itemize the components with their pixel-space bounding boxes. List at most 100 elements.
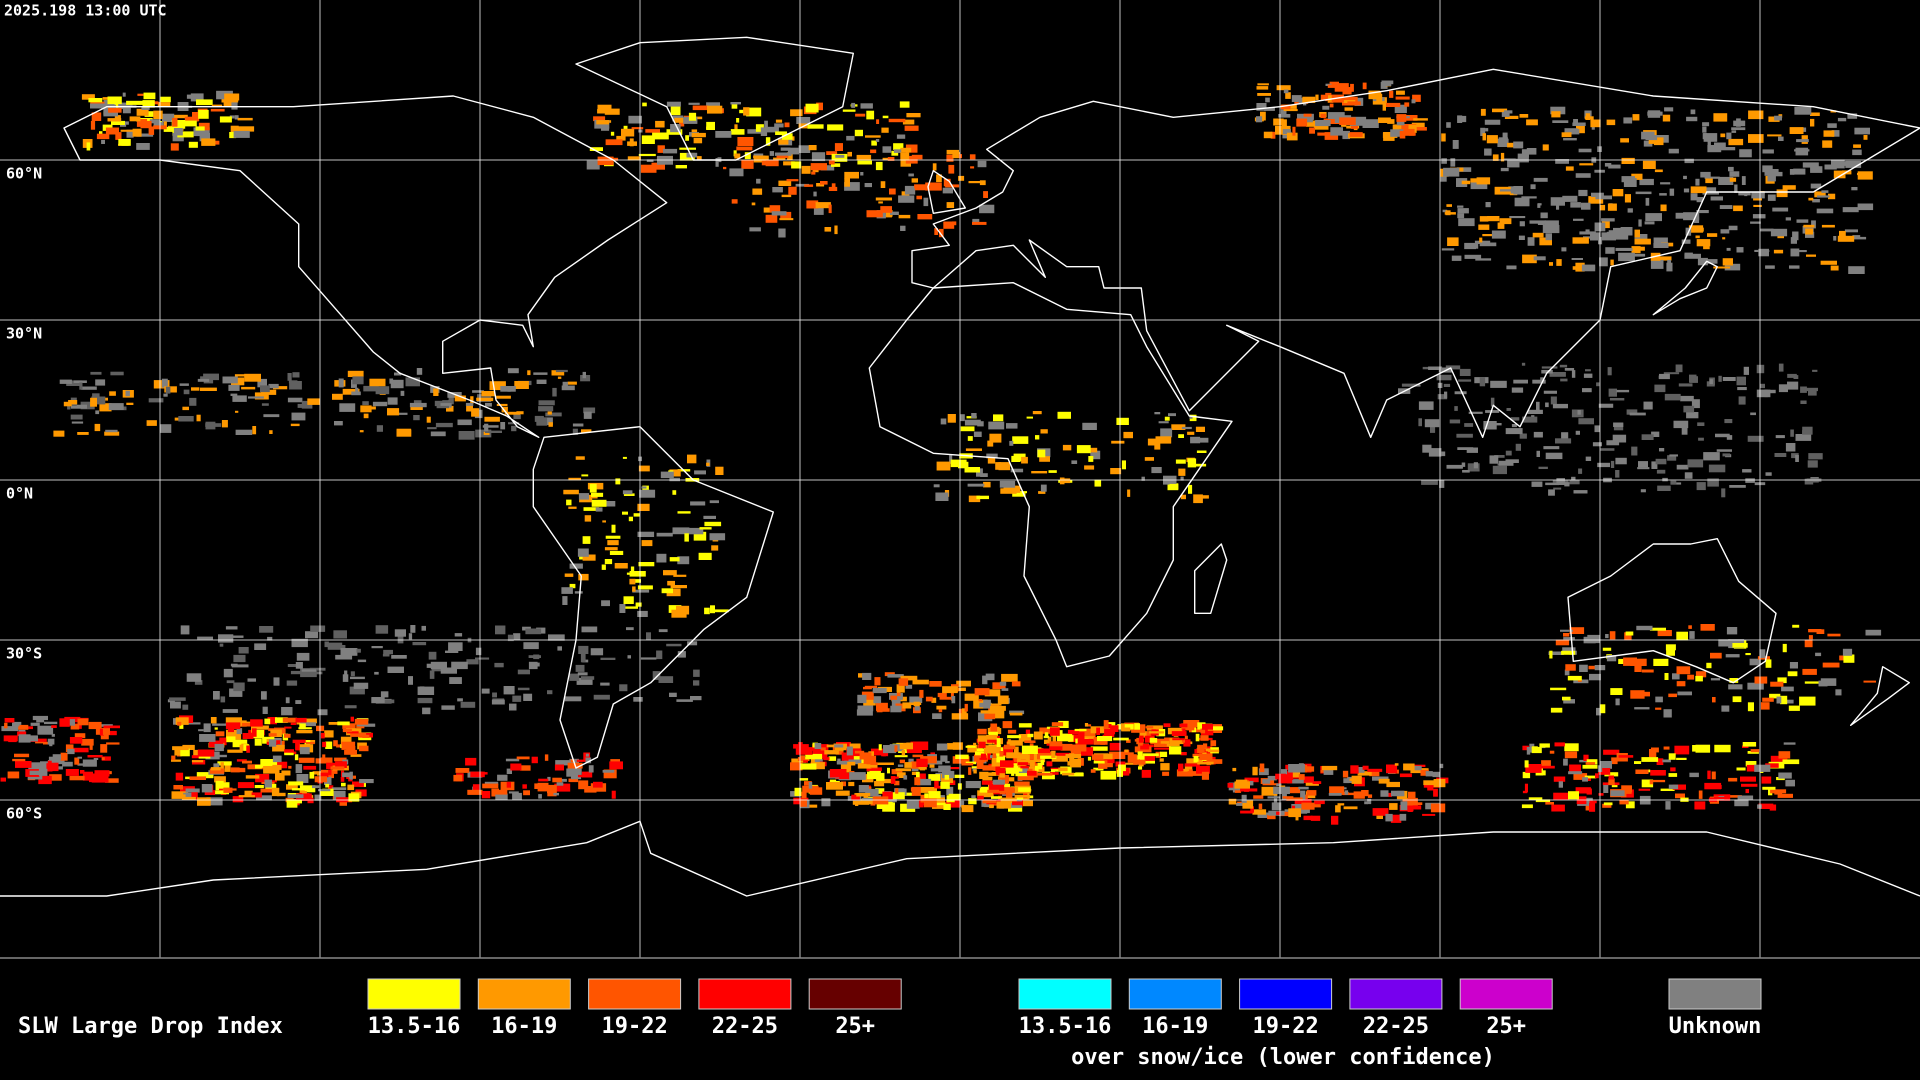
cloud-pixel [589, 483, 597, 493]
cloud-pixel [1446, 122, 1451, 128]
cloud-pixel [433, 388, 439, 396]
cloud-pixel [1091, 754, 1104, 760]
cloud-pixel [1659, 373, 1670, 380]
cloud-pixel [1282, 796, 1294, 799]
legend-label: 22-25 [712, 1014, 778, 1039]
cloud-pixel [359, 745, 369, 752]
cloud-pixel [449, 677, 462, 684]
cloud-pixel [417, 686, 435, 695]
cloud-pixel [774, 152, 792, 156]
cloud-pixel [905, 126, 911, 130]
cloud-pixel [1618, 252, 1635, 262]
cloud-pixel [1747, 682, 1764, 690]
cloud-pixel [946, 154, 954, 162]
cloud-pixel [964, 419, 981, 426]
cloud-pixel [1668, 148, 1679, 154]
cloud-pixel [848, 759, 862, 764]
cloud-pixel [1037, 449, 1046, 458]
cloud-pixel [887, 767, 890, 774]
cloud-pixel [1596, 707, 1602, 716]
cloud-pixel [641, 135, 655, 144]
cloud-pixel [946, 149, 959, 155]
cloud-pixel [1281, 791, 1287, 800]
cloud-pixel [1768, 116, 1780, 122]
cloud-pixel [1565, 166, 1574, 171]
cloud-pixel [811, 171, 816, 175]
cloud-pixel [1443, 383, 1451, 387]
cloud-pixel [569, 673, 580, 681]
cloud-pixel [1796, 139, 1809, 143]
cloud-pixel [787, 147, 799, 155]
cloud-pixel [354, 718, 369, 725]
cloud-pixel [1820, 678, 1837, 686]
cloud-pixel [67, 748, 75, 755]
cloud-pixel [753, 155, 769, 163]
cloud-pixel [954, 774, 965, 778]
cloud-pixel [1710, 652, 1722, 659]
cloud-pixel [1816, 629, 1825, 634]
cloud-pixel [676, 605, 690, 615]
cloud-pixel [1464, 423, 1474, 427]
cloud-pixel [1058, 720, 1069, 728]
cloud-pixel [1677, 691, 1692, 696]
cloud-pixel [1615, 470, 1620, 478]
cloud-pixel [1750, 749, 1760, 753]
cloud-pixel [1577, 410, 1581, 415]
cloud-pixel [50, 762, 59, 772]
cloud-pixel [1247, 788, 1258, 792]
cloud-pixel [1759, 649, 1766, 659]
cloud-pixel [305, 718, 317, 724]
cloud-pixel [1758, 248, 1769, 257]
cloud-pixel [1200, 728, 1206, 734]
cloud-pixel [943, 221, 955, 229]
cloud-pixel [77, 432, 89, 435]
cloud-pixel [225, 717, 242, 726]
cloud-pixel [820, 165, 835, 171]
cloud-pixel [1322, 105, 1330, 110]
cloud-pixel [1145, 726, 1154, 729]
cloud-pixel [952, 221, 957, 226]
cloud-pixel [1169, 483, 1179, 490]
cloud-pixel [882, 791, 893, 800]
cloud-pixel [895, 768, 912, 772]
cloud-pixel [105, 429, 118, 433]
cloud-pixel [307, 398, 320, 405]
cloud-pixel [924, 798, 937, 808]
cloud-pixel [1684, 253, 1701, 259]
cloud-pixel [153, 110, 163, 120]
cloud-pixel [871, 140, 877, 146]
cloud-pixel [1009, 710, 1025, 715]
cloud-pixel [704, 521, 722, 527]
cloud-pixel [1845, 160, 1862, 168]
cloud-pixel [1439, 763, 1444, 769]
cloud-pixel [805, 753, 823, 760]
cloud-pixel [1134, 723, 1140, 730]
cloud-pixel [605, 139, 623, 146]
cloud-pixel [984, 689, 1001, 697]
cloud-pixel [831, 183, 836, 188]
cloud-pixel [601, 600, 610, 607]
cloud-pixel [1446, 464, 1463, 469]
cloud-pixel [1519, 221, 1525, 227]
cloud-pixel [1852, 235, 1861, 239]
cloud-pixel [570, 759, 575, 763]
cloud-pixel [556, 782, 564, 786]
cloud-pixel [968, 495, 981, 503]
cloud-pixel [557, 646, 562, 651]
cloud-pixel [1770, 755, 1788, 762]
latitude-label: 0°N [6, 485, 33, 503]
cloud-pixel [1666, 647, 1675, 656]
cloud-pixel [949, 802, 960, 807]
cloud-pixel [882, 750, 889, 757]
cloud-pixel [180, 625, 190, 635]
cloud-pixel [1638, 461, 1648, 468]
cloud-pixel [1062, 772, 1075, 776]
cloud-pixel [65, 769, 79, 776]
cloud-pixel [1624, 194, 1631, 203]
cloud-pixel [744, 152, 751, 160]
cloud-pixel [223, 668, 233, 678]
cloud-pixel [866, 755, 877, 765]
cloud-pixel [1683, 175, 1687, 180]
cloud-pixel [580, 653, 586, 663]
latitude-label: 60°N [6, 165, 42, 183]
